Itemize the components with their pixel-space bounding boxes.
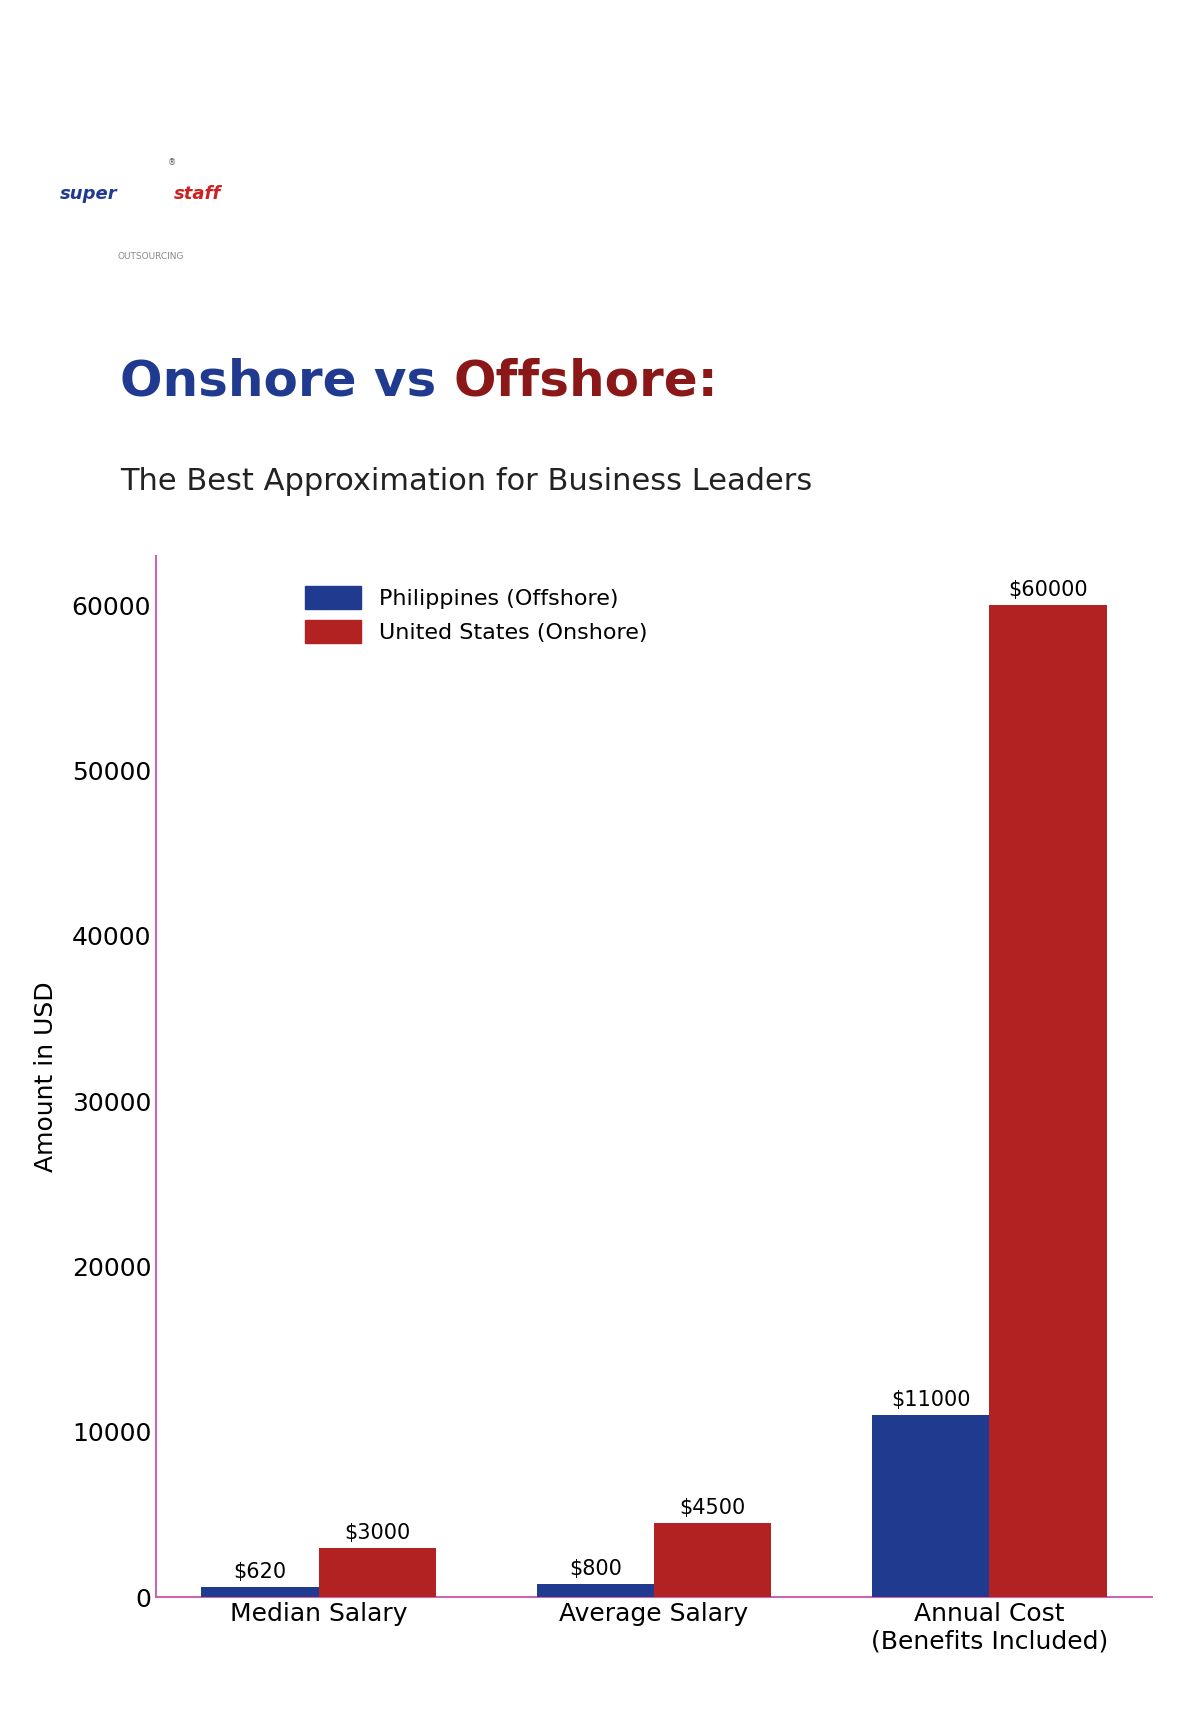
- Legend: Philippines (Offshore), United States (Onshore): Philippines (Offshore), United States (O…: [296, 576, 656, 651]
- Bar: [536, 1583, 654, 1597]
- Text: Onshore vs: Onshore vs: [120, 358, 454, 406]
- Text: $3000: $3000: [344, 1522, 410, 1543]
- Text: $11000: $11000: [890, 1391, 971, 1410]
- Bar: [319, 1547, 436, 1597]
- Bar: [872, 1415, 989, 1597]
- Text: super: super: [60, 184, 118, 203]
- Text: $4500: $4500: [679, 1498, 746, 1517]
- Text: $800: $800: [569, 1559, 622, 1580]
- Bar: [202, 1587, 319, 1597]
- Text: Offshore:: Offshore:: [454, 358, 719, 406]
- Text: $620: $620: [233, 1562, 287, 1581]
- Text: ®: ®: [168, 158, 176, 167]
- Text: $60000: $60000: [1008, 580, 1088, 601]
- Bar: [654, 1522, 772, 1597]
- Text: staff: staff: [174, 184, 221, 203]
- Y-axis label: Amount in USD: Amount in USD: [34, 981, 58, 1172]
- Text: OUTSOURCING: OUTSOURCING: [118, 252, 184, 260]
- Bar: [989, 606, 1106, 1597]
- Text: The Best Approximation for Business Leaders: The Best Approximation for Business Lead…: [120, 467, 812, 496]
